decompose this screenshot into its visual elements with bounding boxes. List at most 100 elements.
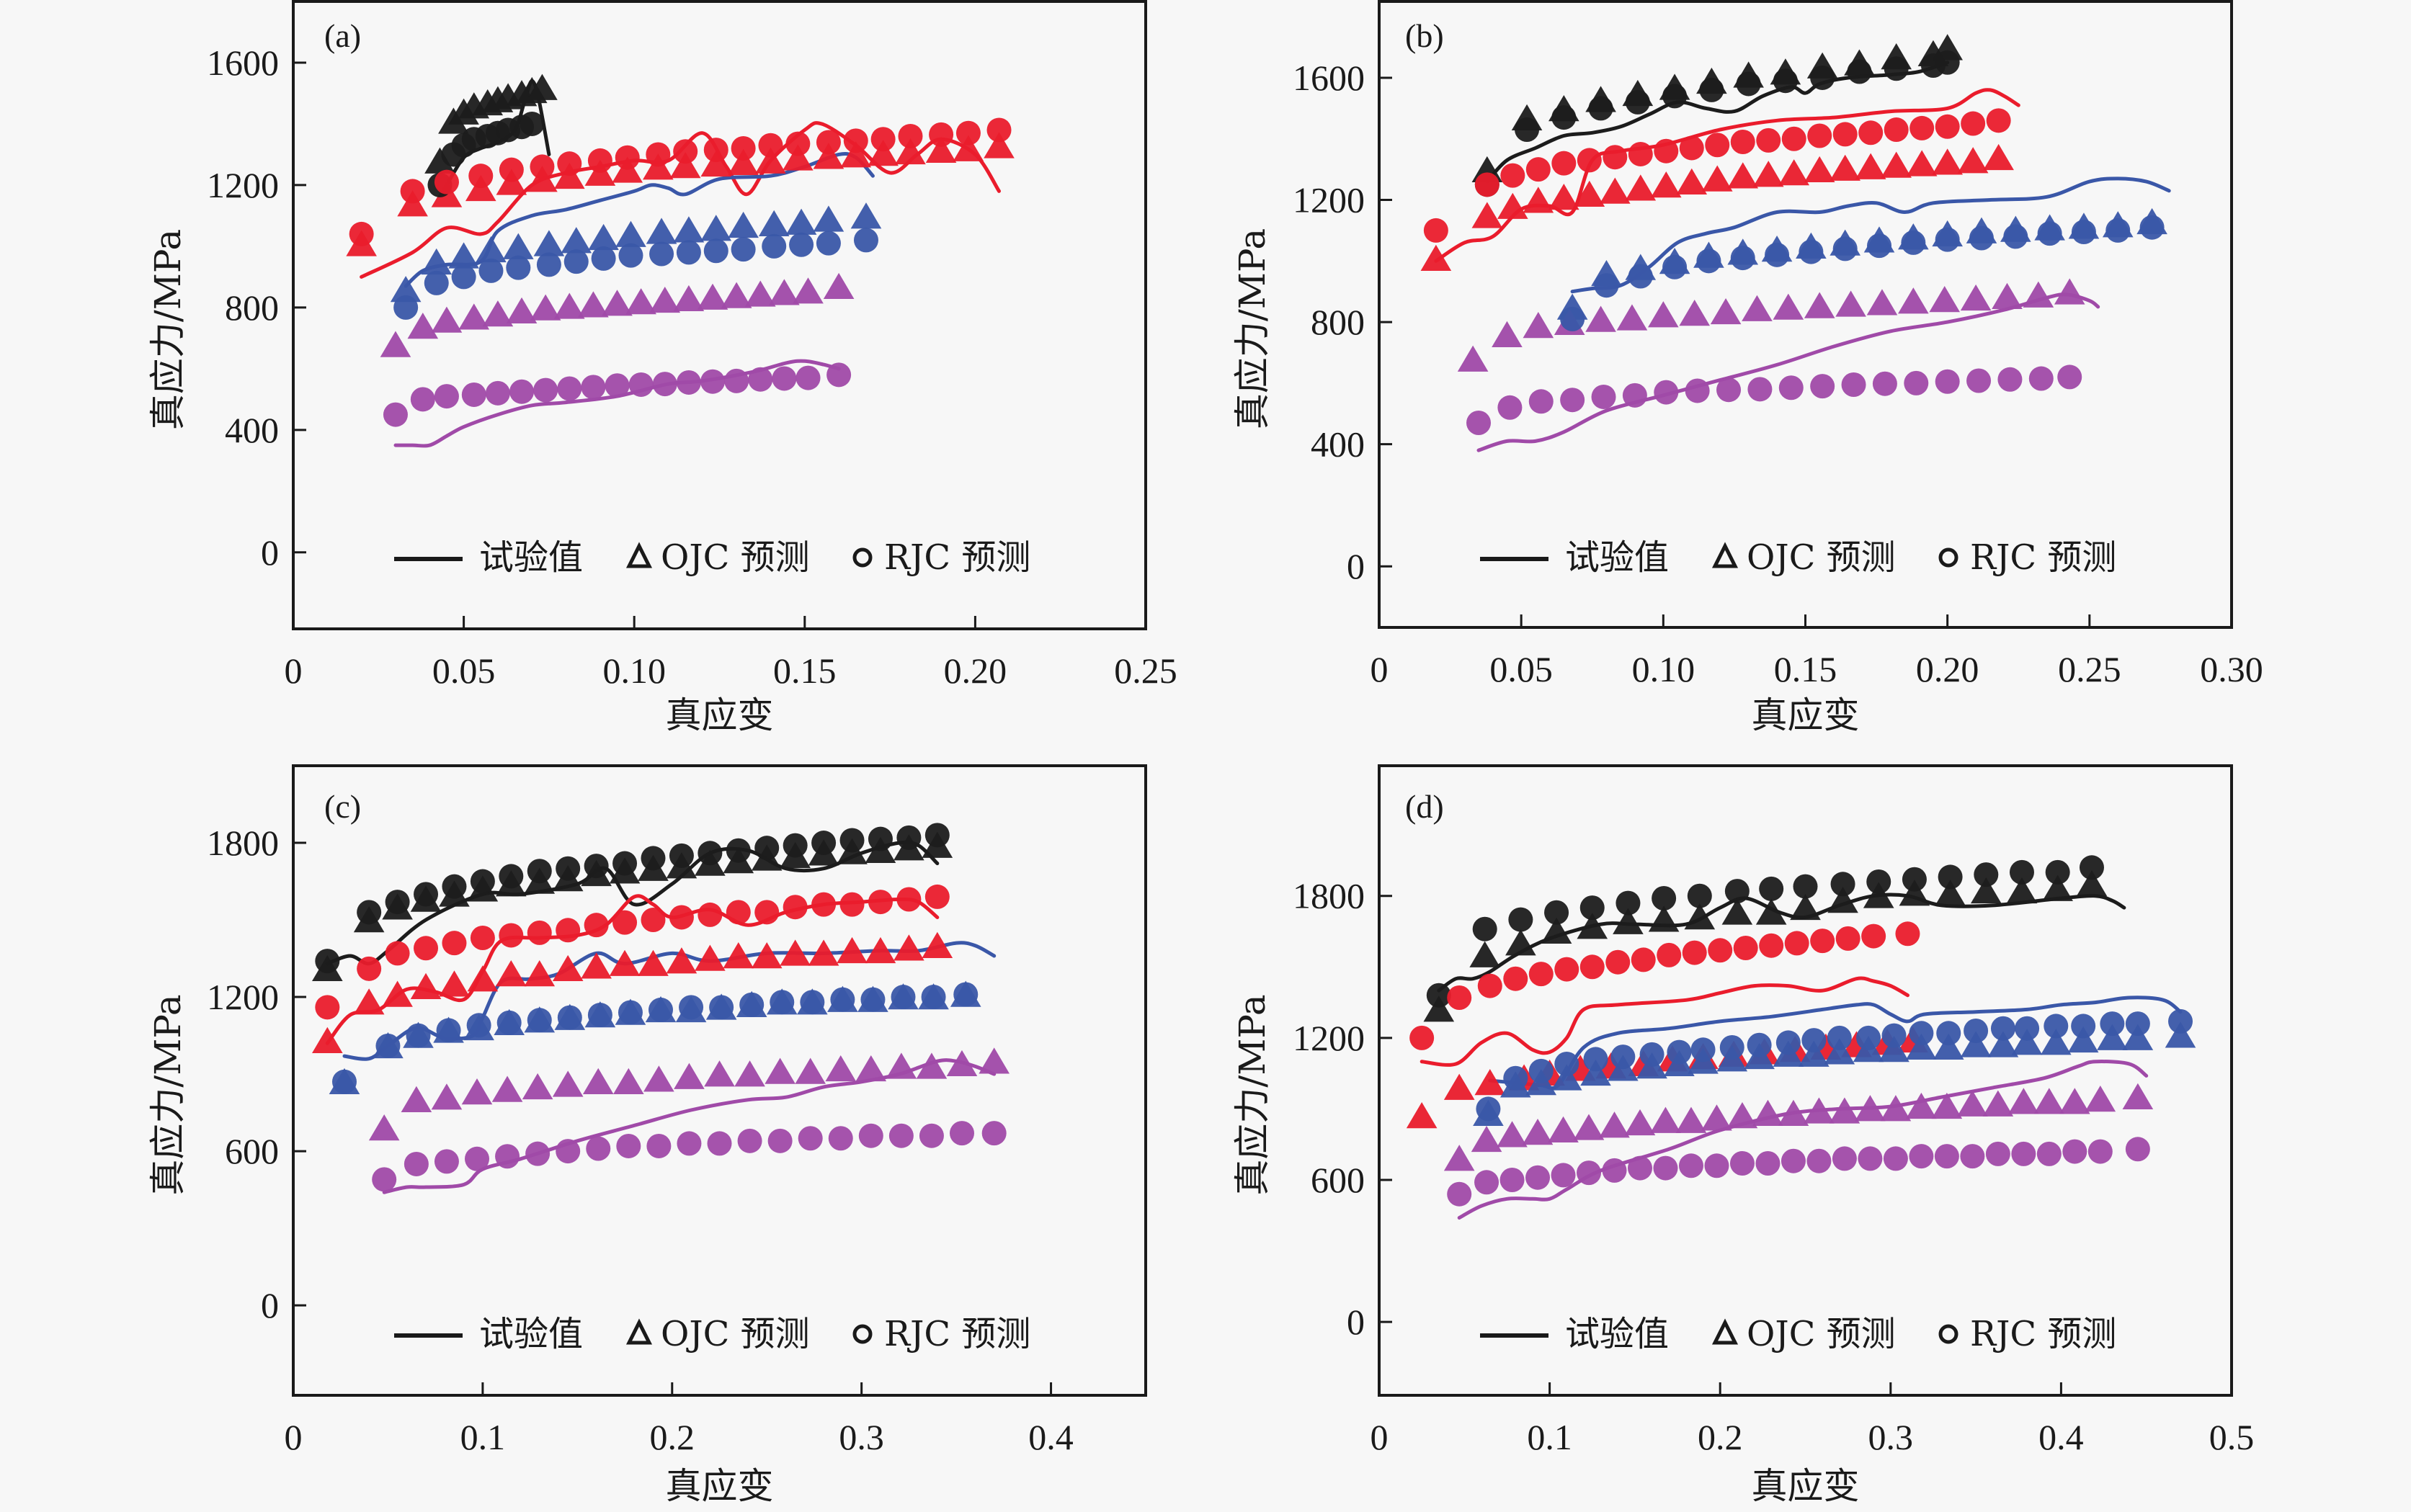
ojc-marker-purple — [1866, 289, 1898, 316]
rjc-marker-blue — [891, 985, 916, 1010]
legend-label-ojc: OJC 预测 — [1747, 1314, 1896, 1354]
rjc-marker-blue — [762, 233, 787, 259]
ojc-marker-purple — [1931, 1092, 1963, 1119]
y-tick-label: 1600 — [1293, 58, 1365, 98]
rjc-marker-blue — [649, 997, 674, 1022]
rjc-marker-blue — [1528, 1058, 1554, 1083]
rjc-marker-red — [315, 995, 340, 1020]
rjc-marker-black — [584, 854, 609, 879]
ojc-marker-blue — [533, 230, 565, 256]
ojc-marker-purple — [491, 1075, 523, 1102]
ojc-marker-blue — [673, 216, 705, 243]
rjc-marker-blue — [375, 1033, 401, 1058]
legend-circle-icon — [852, 1324, 873, 1344]
rjc-marker-blue — [731, 237, 756, 262]
rjc-marker-purple — [404, 1151, 429, 1176]
ojc-marker-purple — [855, 1055, 887, 1082]
ojc-marker-red — [1676, 168, 1708, 195]
ojc-marker-purple — [602, 290, 633, 316]
ojc-marker-black — [527, 73, 558, 100]
legend-label-rjc: RJC 预测 — [884, 537, 1030, 578]
rjc-marker-red — [1835, 926, 1860, 951]
plot-frame — [1378, 0, 2233, 629]
ojc-marker-blue — [813, 205, 844, 232]
y-tick-label: 400 — [1311, 424, 1365, 465]
y-axis-title: 真应力/MPa — [147, 229, 189, 430]
y-axis-title: 真应力/MPa — [1231, 994, 1273, 1195]
legend-label-exp: 试验值 — [479, 1314, 583, 1354]
ojc-marker-purple — [744, 280, 776, 307]
rjc-marker-red — [896, 887, 922, 912]
ojc-marker-purple — [1957, 1090, 1988, 1117]
rjc-marker-blue — [2071, 1014, 2096, 1039]
rjc-marker-purple — [1832, 1146, 1857, 1171]
rjc-marker-purple — [1577, 1160, 1602, 1186]
rjc-marker-red — [811, 892, 837, 917]
rjc-marker-purple — [1778, 375, 1804, 401]
ojc-marker-black — [1541, 917, 1572, 944]
ojc-marker-black — [1935, 880, 1966, 906]
rjc-marker-purple — [1685, 378, 1710, 403]
rjc-marker-purple — [828, 1126, 853, 1151]
ojc-marker-purple — [431, 1083, 463, 1110]
rjc-marker-purple — [646, 1133, 672, 1158]
rjc-marker-black — [1810, 65, 1835, 90]
ojc-marker-purple — [1778, 1099, 1809, 1126]
ojc-marker-purple — [625, 288, 656, 315]
rjc-marker-purple — [724, 368, 749, 393]
ojc-marker-purple — [1523, 312, 1554, 339]
rjc-marker-purple — [949, 1121, 974, 1146]
rjc-marker-purple — [628, 372, 654, 397]
rjc-marker-purple — [372, 1167, 397, 1192]
legend: 试验值 OJC 预测 RJC 预测 — [394, 1314, 1030, 1354]
ojc-marker-purple — [506, 297, 538, 324]
rjc-marker-red — [1554, 957, 1579, 982]
rjc-marker-black — [896, 825, 922, 850]
ojc-marker-blue — [2122, 1024, 2154, 1050]
rjc-marker-purple — [434, 1149, 459, 1174]
rjc-marker-red — [1679, 135, 1704, 161]
x-tick-label: 0.1 — [460, 1417, 506, 1457]
y-tick-label: 600 — [225, 1131, 279, 1171]
ojc-marker-purple — [765, 1057, 796, 1084]
rjc-marker-purple — [1909, 1144, 1934, 1169]
rjc-marker-purple — [796, 365, 821, 390]
rjc-marker-purple — [2125, 1137, 2150, 1162]
rjc-marker-purple — [919, 1123, 944, 1148]
rjc-marker-blue — [496, 1010, 522, 1035]
rjc-marker-black — [1662, 84, 1688, 109]
rjc-marker-purple — [1960, 1144, 1985, 1169]
rjc-marker-purple — [767, 1128, 793, 1153]
rjc-marker-blue — [1765, 242, 1790, 267]
rjc-marker-purple — [677, 1131, 702, 1156]
rjc-marker-blue — [618, 243, 643, 268]
ojc-marker-red — [922, 931, 953, 958]
y-tick-label: 0 — [1347, 1302, 1365, 1342]
rjc-marker-blue — [536, 252, 561, 277]
ojc-marker-purple — [979, 1047, 1010, 1074]
rjc-marker-purple — [1466, 410, 1492, 435]
rjc-marker-black — [1544, 900, 1569, 925]
plot-frame — [1378, 764, 2233, 1397]
rjc-marker-red — [1705, 133, 1730, 158]
ojc-marker-blue — [1824, 1038, 1855, 1065]
ojc-marker-red — [439, 970, 470, 997]
rjc-marker-red — [1986, 108, 2011, 133]
rjc-marker-blue — [2139, 215, 2165, 240]
legend-triangle-icon — [1711, 1318, 1739, 1345]
rjc-marker-red — [1781, 126, 1806, 151]
legend-label-ojc: OJC 预测 — [661, 1314, 810, 1354]
rjc-marker-red — [898, 123, 923, 148]
rjc-marker-blue — [1775, 1030, 1801, 1055]
ojc-marker-purple — [2033, 1088, 2065, 1114]
rjc-marker-red — [1884, 117, 1909, 143]
rjc-marker-red — [929, 122, 954, 147]
rjc-marker-purple — [2011, 1141, 2036, 1166]
rjc-marker-purple — [1525, 1165, 1551, 1190]
rjc-marker-blue — [436, 1018, 461, 1043]
ojc-marker-purple — [1675, 1106, 1707, 1133]
rjc-marker-red — [1759, 933, 1784, 958]
rjc-marker-blue — [2168, 1008, 2193, 1034]
ojc-marker-red — [1625, 174, 1657, 201]
ojc-marker-red — [1406, 1102, 1438, 1129]
